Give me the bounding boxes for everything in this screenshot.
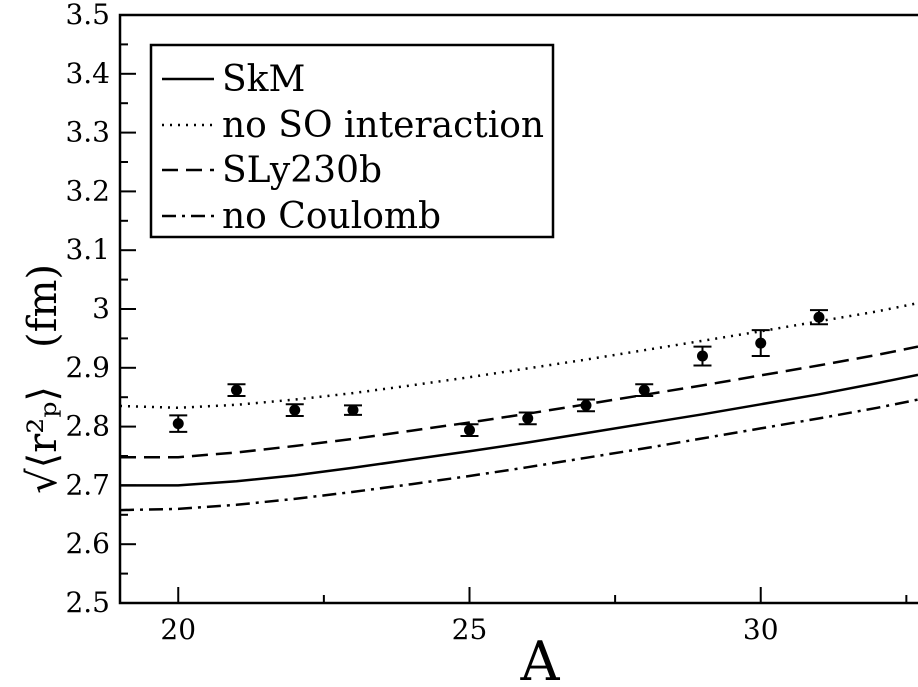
x-tick-label: 25 [452,613,488,646]
series-line [119,301,918,410]
y-tick-label: 2.5 [65,586,110,619]
series-line [119,398,918,512]
data-point [347,404,359,416]
y-axis-expression: √⟨r²ₚ⟩ [20,386,66,494]
data-point [289,404,301,416]
legend-label: no SO interaction [222,105,544,146]
y-tick-label: 3.1 [65,233,110,266]
data-point [813,311,825,323]
series-lines [119,301,918,512]
experimental-points [169,309,828,438]
x-axis-label: A [520,630,561,687]
axis-ticks: 2.5 2.6 2.7 2.8 2.9 3 3.1 3.2 3.3 3.4 3.5 20 25 30 [65,0,908,646]
y-axis-label: √⟨r²ₚ⟩ (fm) [20,264,66,494]
data-point [172,418,184,430]
data-point [522,412,534,424]
data-point [696,350,708,362]
y-tick-label: 3.2 [65,174,110,207]
data-point [230,384,242,396]
legend-label: no Coulomb [222,196,441,237]
legend-label: SLy230b [222,150,382,191]
y-tick-label: 3.4 [65,57,110,90]
y-tick-label: 2.8 [65,410,110,443]
y-tick-label: 3.3 [65,116,110,149]
legend-box [149,43,555,239]
y-tick-label: 3.5 [65,0,110,31]
data-point [463,424,475,436]
y-tick-label: 3 [92,292,110,325]
series-line [120,345,918,459]
y-axis-unit: (fm) [20,264,66,348]
series-line [120,373,918,487]
x-tick-label: 30 [743,613,779,646]
legend-label: SkM [222,59,305,100]
y-tick-label: 2.7 [65,468,110,501]
data-point [638,384,650,396]
x-tick-label: 20 [160,613,196,646]
y-tick-label: 2.9 [65,351,110,384]
data-point [755,337,767,349]
data-point [580,399,592,411]
y-tick-label: 2.6 [65,527,110,560]
